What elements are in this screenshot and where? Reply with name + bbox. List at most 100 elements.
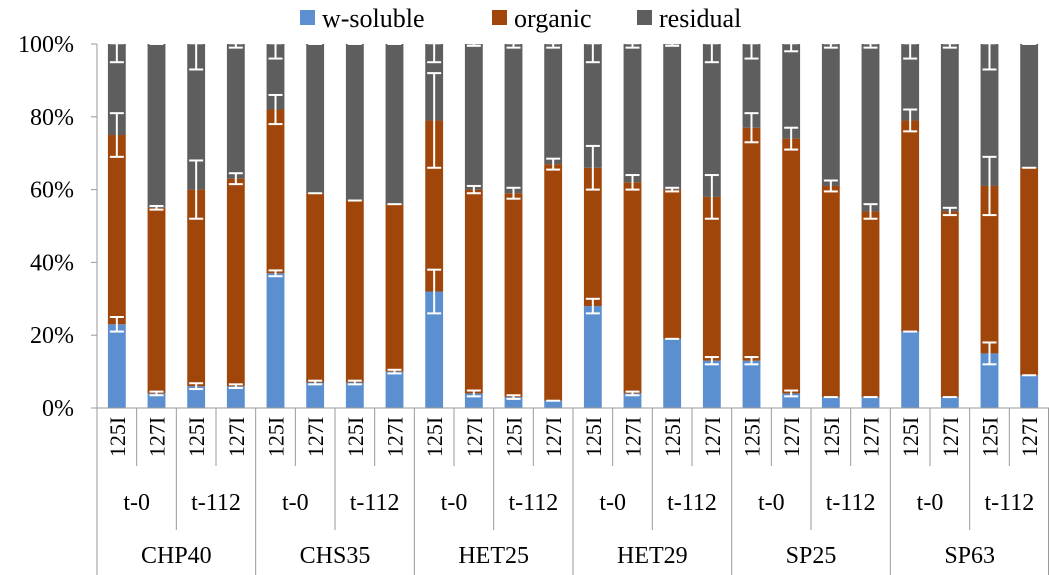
bar-residual [583,44,602,168]
isotope-label: 125I [184,417,209,457]
isotope-label: 127I [938,417,963,457]
legend-swatch-organic [492,10,507,25]
bar-organic [663,189,682,339]
bar-residual [345,44,364,201]
time-label: t-0 [282,490,309,516]
bar-residual [980,44,999,186]
group-label: SP63 [944,543,995,569]
legend-label-residual: residual [659,4,741,33]
bar-residual [306,44,325,194]
y-tick-label: 60% [30,178,74,204]
bar-w-soluble [583,306,602,408]
isotope-label: 127I [224,417,249,457]
bar-w-soluble [147,393,166,408]
bar-w-soluble [821,397,840,408]
bar-w-soluble [504,397,523,408]
isotope-label: 127I [1017,417,1042,457]
bar-organic [901,120,920,332]
bar-w-soluble [187,386,206,408]
bar-organic [940,211,959,398]
bar-organic [821,185,840,398]
bar-w-soluble [980,353,999,408]
bar-w-soluble [345,382,364,408]
bar-residual [940,44,959,212]
bar-w-soluble [742,360,761,408]
isotope-label: 125I [819,417,844,457]
bar-organic [425,120,444,292]
legend-swatch-w-soluble [300,10,315,25]
group-label: CHP40 [141,543,212,569]
bar-residual [504,44,523,194]
bar-organic [861,211,880,398]
y-tick-label: 80% [30,105,74,131]
bar-residual [663,44,682,190]
group-label: SP25 [786,543,837,569]
time-label: t-112 [667,490,717,516]
isotope-label: 127I [462,417,487,457]
isotope-label: 127I [303,417,328,457]
isotope-label: 125I [502,417,527,457]
bar-w-soluble [702,360,721,408]
legend-label-w-soluble: w-soluble [322,4,425,33]
time-label: t-0 [917,490,944,516]
legend-swatch-residual [637,10,652,25]
isotope-label: 127I [859,417,884,457]
isotope-label: 127I [700,417,725,457]
bar-organic [583,167,602,307]
time-label: t-112 [350,490,400,516]
bar-organic [226,178,245,387]
bar-organic [702,196,721,361]
time-label: t-112 [826,490,876,516]
bar-w-soluble [1020,375,1039,408]
bar-organic [306,193,325,383]
bar-residual [266,44,285,110]
bar-residual [544,44,563,165]
bar-w-soluble [306,382,325,408]
bar-residual [861,44,880,212]
group-label: HET25 [458,543,529,569]
bar-w-soluble [544,400,563,408]
group-label: HET29 [617,543,688,569]
bar-w-soluble [623,393,642,408]
bar-organic [147,207,166,394]
bar-organic [504,193,523,398]
bar-organic [980,185,999,354]
time-label: t-112 [191,490,241,516]
y-tick-label: 100% [18,32,74,58]
bar-organic [544,164,563,401]
bar-organic [266,109,285,274]
bar-organic [742,127,761,361]
bar-w-soluble [901,331,920,408]
y-tick-label: 0% [42,396,74,422]
time-label: t-0 [758,490,785,516]
isotope-label: 127I [779,417,804,457]
bar-organic [385,204,404,372]
bar-organic [187,189,206,387]
isotope-label: 125I [343,417,368,457]
isotope-label: 125I [105,417,130,457]
bar-residual [147,44,166,208]
bar-w-soluble [107,324,126,408]
isotope-label: 127I [541,417,566,457]
time-label: t-112 [508,490,558,516]
time-label: t-0 [599,490,626,516]
isotope-label: 127I [383,417,408,457]
time-label: t-0 [441,490,468,516]
bar-organic [464,189,483,394]
bar-w-soluble [425,291,444,408]
isotope-label: 125I [660,417,685,457]
bar-w-soluble [861,397,880,408]
time-label: t-0 [123,490,150,516]
bar-w-soluble [266,273,285,408]
bar-residual [1020,44,1039,168]
isotope-label: 125I [581,417,606,457]
bar-organic [623,182,642,394]
isotope-label: 125I [898,417,923,457]
bar-w-soluble [385,371,404,408]
bar-organic [782,138,801,394]
bar-residual [623,44,642,183]
bar-w-soluble [940,397,959,408]
legend-label-organic: organic [514,4,592,33]
